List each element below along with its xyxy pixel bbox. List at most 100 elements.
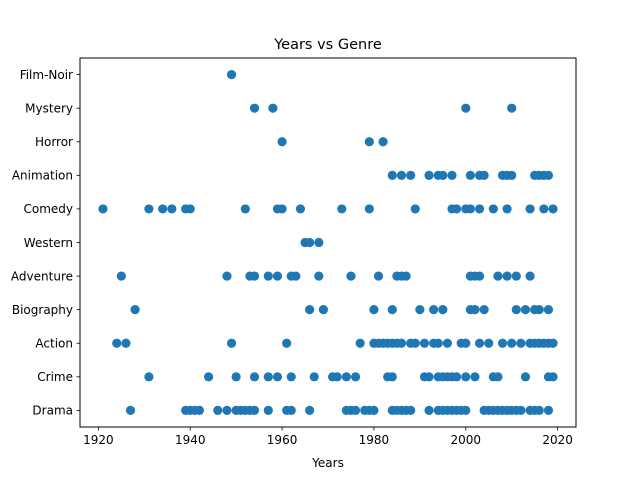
data-point: [516, 338, 526, 348]
x-tick-label: 1920: [83, 433, 114, 447]
data-point: [226, 338, 237, 348]
data-point: [461, 405, 471, 415]
data-point: [282, 338, 292, 348]
data-point: [507, 170, 517, 180]
data-point: [121, 338, 131, 348]
data-point: [525, 271, 535, 281]
data-points: [98, 70, 558, 415]
data-point: [231, 372, 241, 382]
data-point: [488, 204, 498, 214]
data-point: [226, 70, 237, 80]
data-point: [240, 204, 250, 214]
data-point: [548, 204, 558, 214]
data-point: [268, 103, 278, 113]
data-point: [520, 305, 531, 315]
data-point: [286, 405, 296, 415]
data-point: [305, 405, 315, 415]
data-point: [369, 305, 379, 315]
y-tick-label: Action: [35, 337, 73, 351]
data-point: [470, 305, 480, 315]
data-point: [396, 170, 407, 180]
data-point: [543, 305, 554, 315]
data-point: [249, 372, 260, 382]
data-point: [341, 372, 351, 382]
data-point: [98, 204, 108, 214]
data-point: [429, 305, 439, 315]
chart-title: Years vs Genre: [273, 37, 382, 53]
plot-area-frame: [79, 57, 577, 428]
x-tick-label: 1960: [267, 433, 298, 447]
data-point: [167, 204, 177, 214]
data-point: [305, 237, 315, 248]
data-point: [203, 372, 214, 382]
data-point: [346, 271, 356, 281]
x-tick-label: 1940: [175, 433, 206, 447]
data-point: [410, 204, 420, 214]
data-point: [493, 271, 503, 281]
data-point: [507, 338, 517, 348]
data-point: [493, 372, 503, 382]
data-point: [213, 405, 223, 415]
data-point: [144, 204, 154, 214]
data-point: [378, 137, 388, 147]
data-point: [461, 372, 471, 382]
data-point: [309, 372, 319, 382]
data-point: [373, 271, 384, 281]
data-point: [534, 305, 544, 315]
data-point: [548, 338, 558, 348]
data-point: [369, 405, 379, 415]
data-point: [479, 170, 489, 180]
y-tick-label: Animation: [12, 169, 73, 183]
data-point: [465, 170, 475, 180]
data-point: [438, 305, 448, 315]
y-tick-label: Horror: [35, 135, 73, 149]
y-tick-label: Mystery: [25, 101, 73, 115]
data-point: [479, 305, 489, 315]
data-point: [350, 372, 361, 382]
data-point: [364, 204, 374, 214]
data-point: [419, 338, 430, 348]
data-point: [286, 372, 296, 382]
data-point: [511, 271, 521, 281]
data-point: [222, 405, 232, 415]
data-point: [387, 372, 397, 382]
data-point: [112, 338, 122, 348]
data-point: [263, 372, 273, 382]
data-point: [194, 405, 205, 415]
data-point: [364, 137, 374, 147]
data-point: [424, 372, 434, 382]
data-point: [520, 372, 531, 382]
data-point: [474, 338, 485, 348]
data-point: [401, 271, 411, 281]
y-axis: Drama Crime Action Biography Adventure Wester…: [11, 68, 80, 418]
data-point: [116, 271, 126, 281]
data-point: [507, 103, 517, 113]
data-point: [433, 338, 443, 348]
data-point: [406, 170, 416, 180]
data-point: [396, 338, 407, 348]
data-point: [144, 372, 154, 382]
data-point: [465, 204, 475, 214]
data-point: [295, 204, 306, 214]
data-point: [249, 103, 260, 113]
y-tick-label: Adventure: [11, 269, 73, 283]
data-point: [406, 405, 416, 415]
y-tick-label: Drama: [32, 404, 73, 418]
data-point: [539, 204, 549, 214]
data-point: [337, 204, 347, 214]
data-point: [424, 405, 434, 415]
data-point: [451, 372, 462, 382]
data-point: [158, 204, 168, 214]
data-point: [442, 338, 453, 348]
data-point: [470, 372, 480, 382]
data-point: [461, 103, 471, 113]
data-point: [277, 204, 287, 214]
data-point: [355, 338, 365, 348]
data-point: [314, 271, 324, 281]
data-point: [387, 170, 397, 180]
data-point: [272, 271, 283, 281]
data-point: [291, 271, 301, 281]
x-tick-label: 2000: [451, 433, 482, 447]
data-point: [314, 237, 324, 248]
